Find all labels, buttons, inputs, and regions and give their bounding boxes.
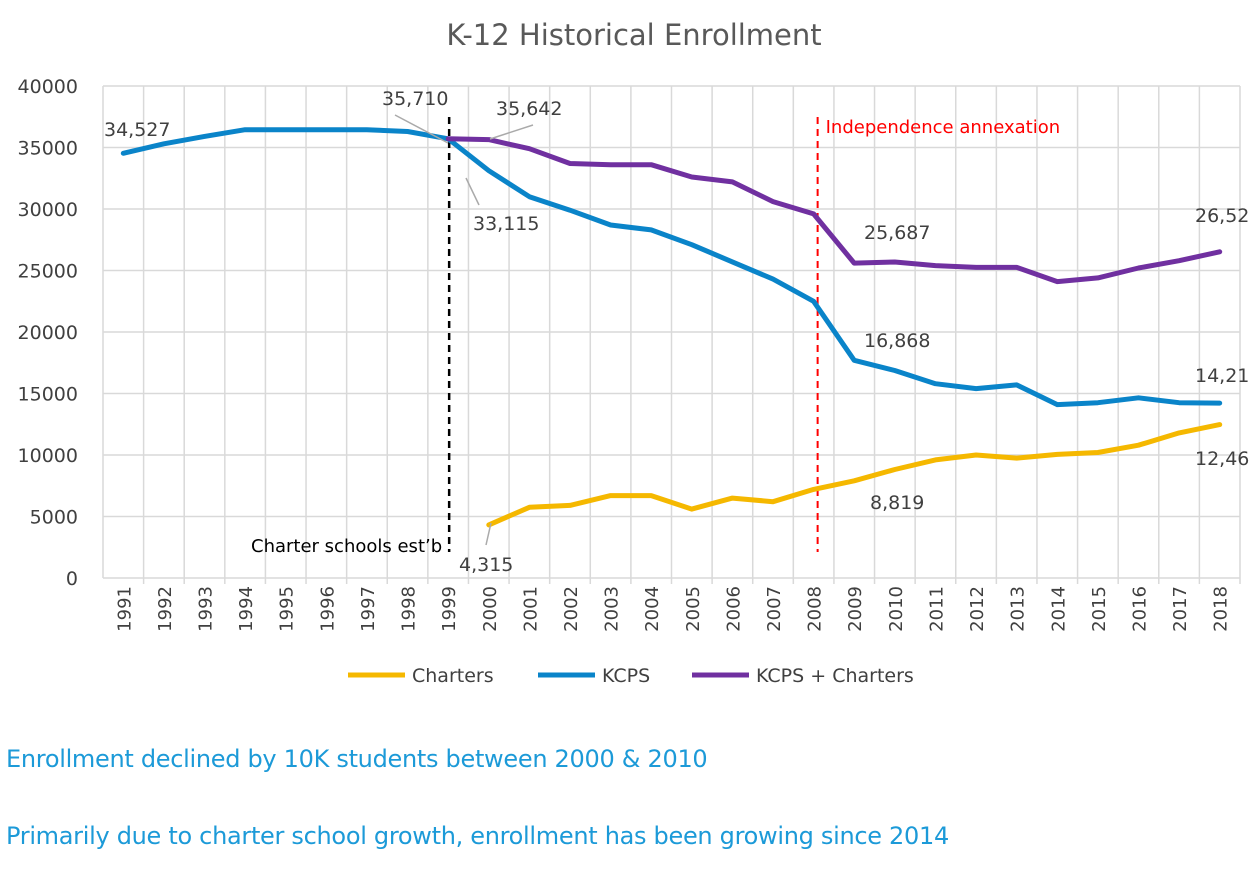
- y-tick-label: 40000: [18, 76, 78, 98]
- x-tick-label: 1995: [277, 586, 298, 632]
- x-tick-label: 2013: [1008, 586, 1029, 632]
- x-tick-label: 2003: [602, 586, 623, 632]
- data-label: 34,527: [104, 119, 170, 141]
- y-tick-label: 10000: [18, 445, 78, 467]
- x-tick-label: 1991: [114, 586, 135, 632]
- data-label: 8,819: [870, 492, 924, 514]
- legend-label: KCPS: [602, 665, 650, 687]
- annotation-charter-schools: Charter schools est’b: [251, 536, 442, 557]
- x-tick-label: 1992: [155, 586, 176, 632]
- x-tick-label: 1994: [236, 586, 257, 632]
- data-label: 33,115: [473, 213, 539, 235]
- x-tick-label: 1997: [358, 586, 379, 632]
- series-line-charters: [486, 422, 1223, 528]
- x-tick-label: 2008: [805, 586, 826, 632]
- y-tick-label: 25000: [18, 261, 78, 283]
- chart-title: K-12 Historical Enrollment: [446, 18, 821, 52]
- y-tick-label: 30000: [18, 199, 78, 221]
- x-tick-label: 2011: [926, 586, 947, 632]
- x-tick-label: 2000: [480, 586, 501, 632]
- data-label: 12,468: [1195, 448, 1250, 470]
- y-tick-label: 20000: [18, 322, 78, 344]
- x-tick-label: 2017: [1170, 586, 1191, 632]
- x-tick-label: 2009: [845, 586, 866, 632]
- y-tick-label: 35000: [18, 138, 78, 160]
- data-label-leader-line: [394, 114, 449, 144]
- y-tick-label: 0: [66, 568, 78, 590]
- x-tick-label: 2007: [764, 586, 785, 632]
- x-tick-label: 2016: [1129, 586, 1150, 632]
- data-label: 14,216: [1195, 365, 1250, 387]
- x-tick-label: 1999: [439, 586, 460, 632]
- y-tick-label: 5000: [30, 507, 78, 529]
- legend-label: Charters: [412, 665, 494, 687]
- note-growth: Primarily due to charter school growth, …: [6, 822, 949, 850]
- x-tick-label: 1996: [317, 586, 338, 632]
- data-label-leader-line: [489, 124, 534, 140]
- data-label: 4,315: [459, 554, 513, 576]
- x-tick-label: 2018: [1211, 586, 1232, 632]
- x-tick-label: 2002: [561, 586, 582, 632]
- annotation-independence: Independence annexation: [826, 117, 1061, 138]
- data-label: 26,521: [1195, 205, 1250, 227]
- x-tick-label: 2015: [1089, 586, 1110, 632]
- data-label: 35,642: [496, 98, 562, 120]
- data-label-leader-line: [485, 522, 492, 546]
- data-label: 25,687: [864, 222, 930, 244]
- x-tick-label: 2012: [967, 586, 988, 632]
- x-tick-label: 2001: [520, 586, 541, 632]
- line-chart: K-12 Historical Enrollment 0 5000 10000 1500…: [18, 18, 1250, 687]
- x-tick-label: 1998: [399, 586, 420, 632]
- series-line-kcps-charters: [445, 136, 1223, 285]
- data-label: 16,868: [864, 330, 930, 352]
- x-tick-label: 2005: [683, 586, 704, 632]
- data-label-leader-line: [465, 177, 480, 206]
- data-label: 35,710: [382, 88, 448, 110]
- x-tick-label: 2006: [723, 586, 744, 632]
- x-tick-label: 2014: [1048, 586, 1069, 632]
- series-line-kcps: [120, 127, 1223, 408]
- note-decline: Enrollment declined by 10K students betw…: [6, 745, 708, 773]
- x-tick-label: 1993: [196, 586, 217, 632]
- x-tick-label: 2004: [642, 586, 663, 632]
- y-tick-label: 15000: [18, 384, 78, 406]
- x-tick-label: 2010: [886, 586, 907, 632]
- legend-label: KCPS + Charters: [756, 665, 914, 687]
